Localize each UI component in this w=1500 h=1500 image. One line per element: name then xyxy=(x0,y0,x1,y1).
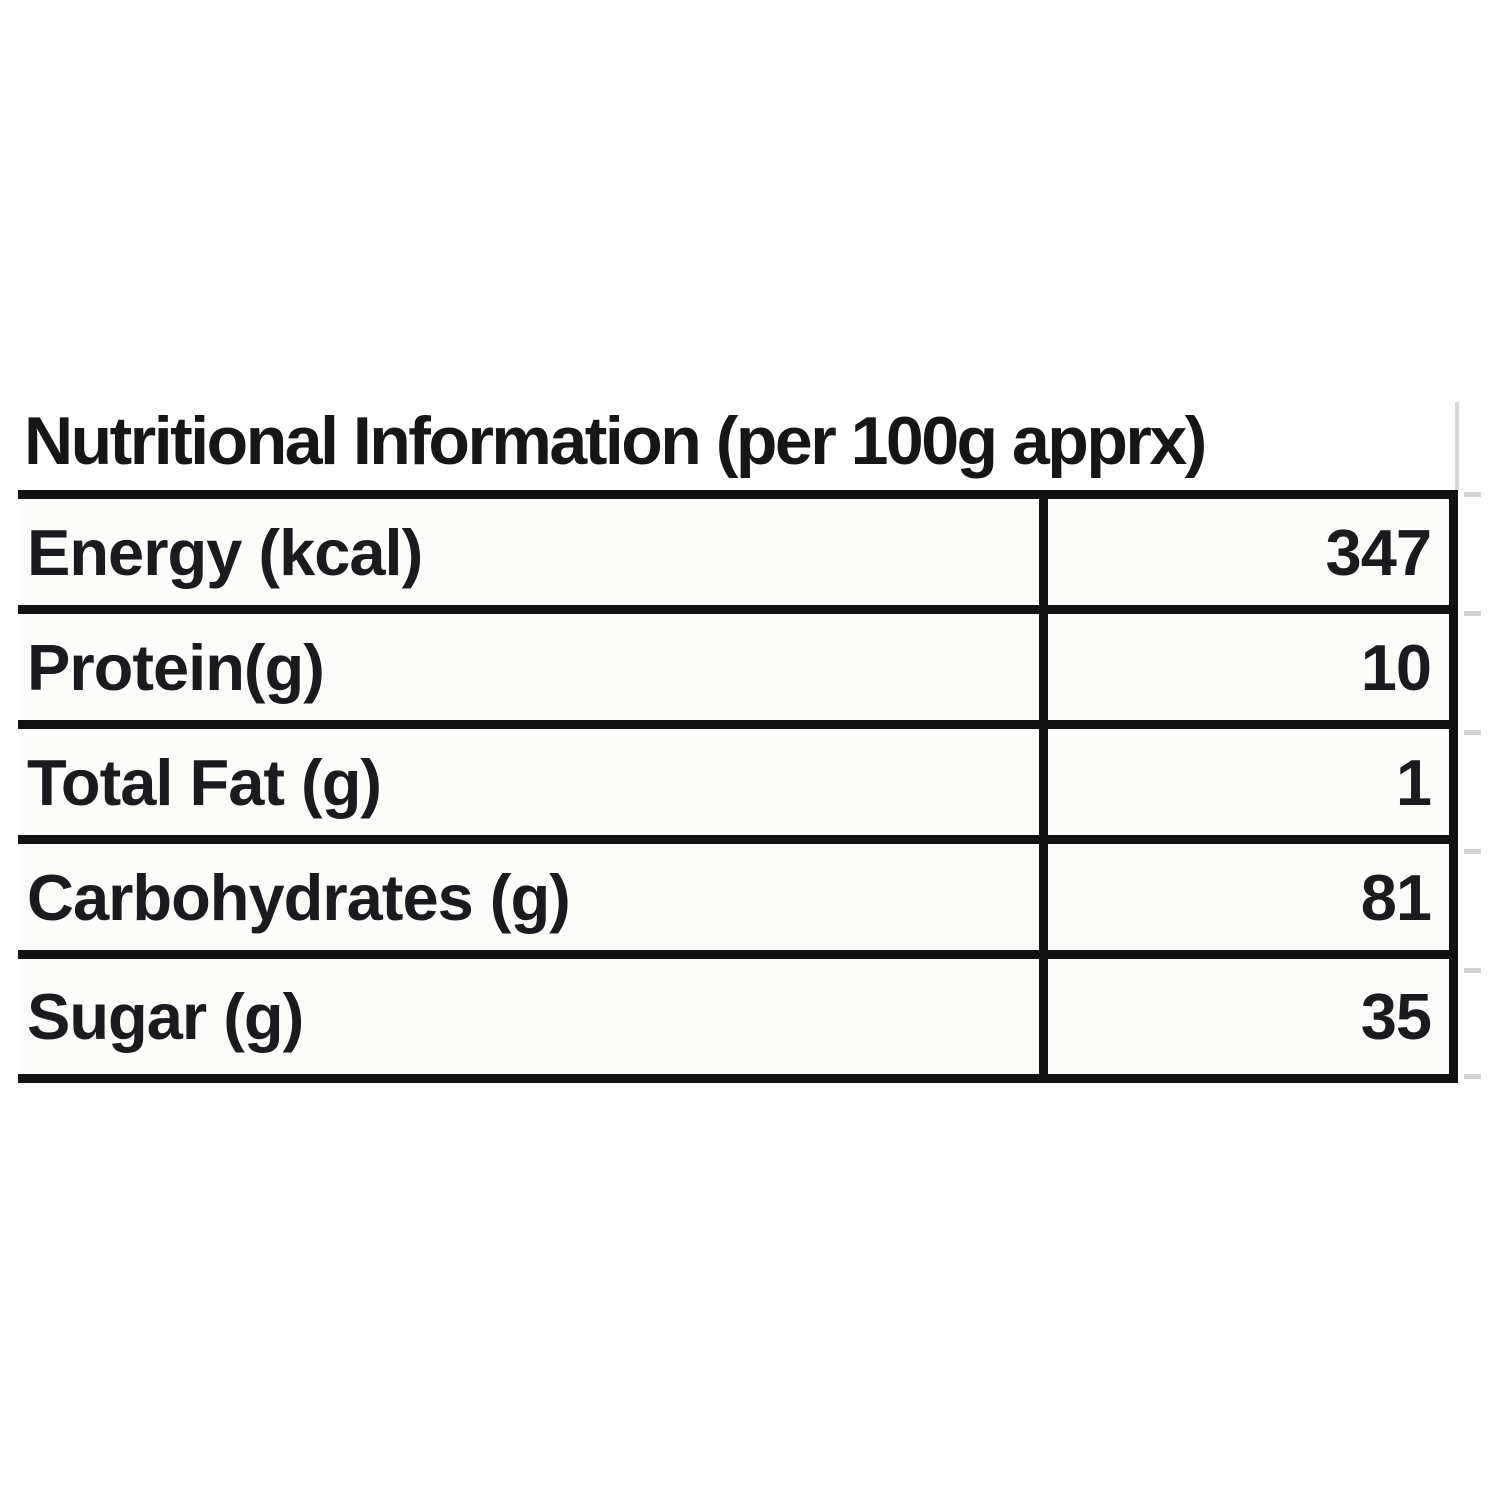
nutrient-label: Protein(g) xyxy=(27,630,325,704)
nutrition-table: Energy (kcal) 347 Protein(g) 10 Total Fa… xyxy=(18,490,1458,1083)
gridline-stub-artifact xyxy=(1464,1074,1481,1079)
nutrient-value: 35 xyxy=(1039,959,1449,1074)
nutrient-label: Total Fat (g) xyxy=(27,745,382,819)
gridline-stub-artifact xyxy=(1464,849,1481,854)
table-title: Nutritional Information (per 100g apprx) xyxy=(24,403,1207,479)
table-row-carbohydrates: Carbohydrates (g) 81 xyxy=(18,844,1449,959)
nutrient-value: 347 xyxy=(1039,499,1449,605)
gridline-stub-artifact xyxy=(1464,492,1481,497)
table-row-sugar: Sugar (g) 35 xyxy=(18,959,1449,1074)
nutrient-value: 81 xyxy=(1039,844,1449,950)
table-row-total-fat: Total Fat (g) 1 xyxy=(18,729,1449,844)
gridline-stub-artifact xyxy=(1464,730,1481,735)
title-right-gridline-artifact xyxy=(1455,402,1459,490)
nutrient-label: Carbohydrates (g) xyxy=(27,860,571,934)
gridline-stub-artifact xyxy=(1464,968,1481,973)
nutrient-label: Energy (kcal) xyxy=(27,515,423,589)
gridline-stub-artifact xyxy=(1464,611,1481,616)
nutrient-label: Sugar (g) xyxy=(27,980,304,1053)
nutrient-value: 1 xyxy=(1039,729,1449,835)
nutrient-value: 10 xyxy=(1039,614,1449,720)
table-row-energy: Energy (kcal) 347 xyxy=(18,499,1449,614)
table-row-protein: Protein(g) 10 xyxy=(18,614,1449,729)
